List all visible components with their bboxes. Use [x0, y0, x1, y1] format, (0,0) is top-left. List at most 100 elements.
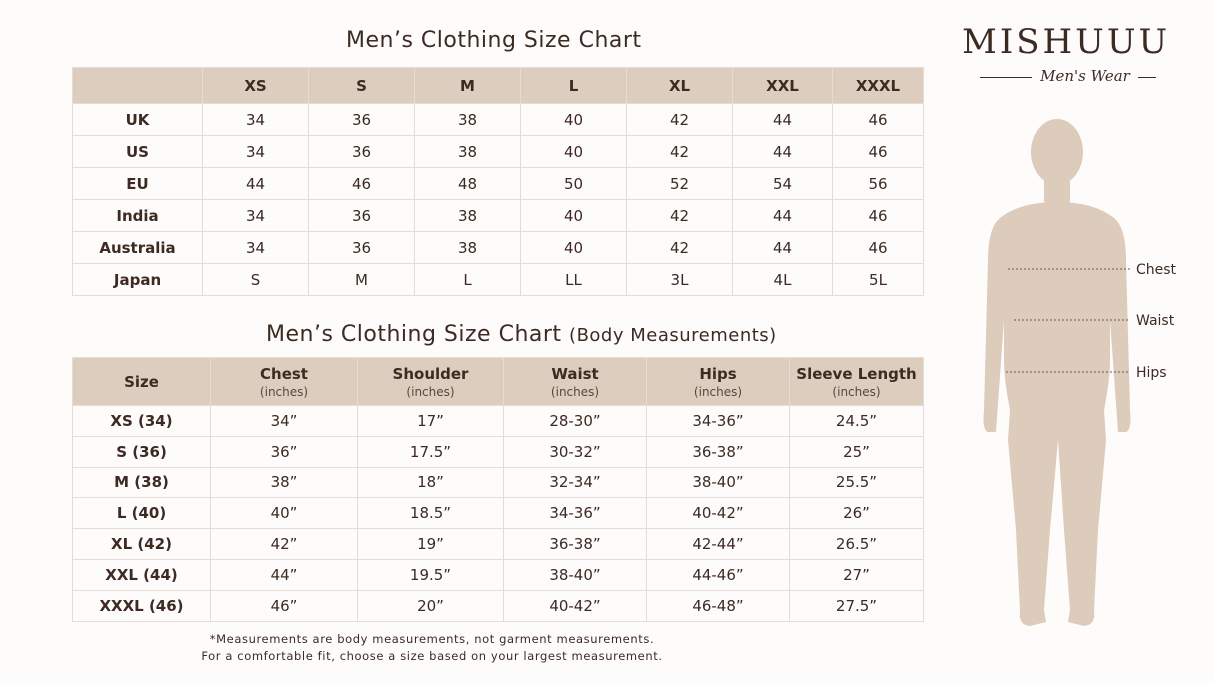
cell: 42” — [210, 528, 358, 560]
column-unit: (inches) — [259, 384, 309, 399]
header-row: XS S M L XL XXL XXXL — [72, 67, 924, 104]
figure-label: Waist — [1136, 313, 1175, 329]
cell: LL — [520, 263, 627, 296]
cell: 42 — [626, 103, 733, 136]
row-label: M (38) — [72, 466, 211, 499]
cell: 34” — [210, 405, 358, 437]
cell: 38” — [210, 466, 358, 499]
row: XXXL (46) 46” 20” 40-42” 46-48” 27.5” — [72, 589, 924, 622]
cell: 44” — [210, 558, 358, 591]
figure-label: Chest — [1136, 262, 1177, 278]
cell: 40 — [520, 103, 627, 136]
cell: 34 — [202, 231, 309, 264]
cell: 27.5” — [789, 589, 924, 622]
cell: 34 — [202, 199, 309, 232]
cell: 34-36” — [503, 497, 647, 530]
measurement-table: Size Chest (inches) Shoulder (inches) Waist (i… — [72, 357, 924, 622]
column-header: Hips (inches) — [646, 357, 790, 406]
cell: 19.5” — [357, 558, 504, 591]
column-unit: (inches) — [550, 384, 600, 399]
row-label: L (40) — [72, 497, 211, 530]
row: M (38) 38” 18” 32-34” 38-40” 25.5” — [72, 466, 924, 499]
cell: 30-32” — [503, 435, 647, 468]
cell: 5L — [832, 263, 924, 296]
row: XS (34) 34” 17” 28-30” 34-36” 24.5” — [72, 405, 924, 437]
column-unit: (inches) — [406, 384, 455, 399]
size-table-title: Men’s Clothing Size Chart — [346, 28, 642, 53]
cell: 40 — [520, 199, 627, 232]
column-header: XXXL — [832, 67, 924, 104]
cell: 42 — [626, 231, 733, 264]
header-row: Size Chest (inches) Shoulder (inches) Waist (i… — [72, 357, 924, 406]
cell: 40-42” — [646, 497, 790, 530]
column-label: Size — [124, 372, 159, 391]
cell: 17.5” — [357, 435, 504, 468]
column-unit: (inches) — [832, 384, 881, 399]
footnote: *Measurements are body measurements, not… — [209, 632, 655, 646]
row: US 34 36 38 40 42 44 46 — [72, 135, 924, 168]
cell: 25.5” — [789, 466, 924, 499]
cell: 25” — [789, 435, 924, 468]
column-label: Sleeve Length — [796, 364, 917, 383]
cell: 46-48” — [646, 589, 790, 622]
cell: 44-46” — [646, 558, 790, 591]
measurement-subtitle: (Body Measurements) — [569, 325, 777, 346]
column-header: XL — [626, 67, 733, 104]
row: L (40) 40” 18.5” 34-36” 40-42” 26” — [72, 497, 924, 530]
cell: 38-40” — [503, 558, 647, 591]
cell: 44 — [732, 231, 833, 264]
column-label: Shoulder — [392, 364, 469, 383]
column-header: XXL — [732, 67, 833, 104]
cell: 36-38” — [646, 435, 790, 468]
column-header: M — [414, 67, 521, 104]
measurement-table-title: Men’s Clothing Size Chart — [266, 322, 562, 347]
column-header: Chest (inches) — [210, 357, 358, 406]
cell: 54 — [732, 167, 833, 200]
cell: 18” — [357, 466, 504, 499]
column-unit: (inches) — [693, 384, 743, 399]
row-label: India — [72, 199, 203, 232]
cell: 4L — [732, 263, 833, 296]
tagline-text: Men's Wear — [1040, 67, 1130, 85]
cell: 19” — [357, 528, 504, 560]
cell: 36” — [210, 435, 358, 468]
row: S (36) 36” 17.5” 30-32” 36-38” 25” — [72, 435, 924, 468]
row: XXL (44) 44” 19.5” 38-40” 44-46” 27” — [72, 558, 924, 591]
column-label: Chest — [260, 364, 308, 383]
cell: 26.5” — [789, 528, 924, 560]
size-table: XS S M L XL XXL XXXL UK 34 36 38 40 42 44 46 US 34 36 38 40… — [72, 67, 924, 296]
cell: 44 — [202, 167, 309, 200]
row-label: XS (34) — [72, 405, 211, 437]
cell: 36-38” — [503, 528, 647, 560]
cell: 42 — [626, 135, 733, 168]
brand-name: MISHUUU — [962, 22, 1171, 62]
row: Japan S M L LL 3L 4L 5L — [72, 263, 924, 296]
row-label: US — [72, 135, 203, 168]
brand-tagline: Men's Wear — [962, 67, 1174, 85]
cell: 44 — [732, 135, 833, 168]
cell: 3L — [626, 263, 733, 296]
cell: 42 — [626, 199, 733, 232]
figure-label: Hips — [1136, 365, 1167, 381]
cell: 46” — [210, 589, 358, 622]
cell: 38 — [414, 231, 521, 264]
column-header: Shoulder (inches) — [357, 357, 504, 406]
row-label: UK — [72, 103, 203, 136]
corner — [72, 67, 203, 104]
cell: 44 — [732, 103, 833, 136]
cell: M — [308, 263, 415, 296]
row: UK 34 36 38 40 42 44 46 — [72, 103, 924, 136]
cell: 40 — [520, 231, 627, 264]
cell: 34 — [202, 135, 309, 168]
column-header: Size — [72, 357, 211, 406]
cell: 40 — [520, 135, 627, 168]
body-figure: Chest Waist Hips — [983, 119, 1177, 626]
measurement-title: Men’s Clothing Size Chart (Body Measurem… — [266, 322, 777, 347]
cell: 46 — [832, 135, 924, 168]
cell: 34-36” — [646, 405, 790, 437]
column-header: Sleeve Length (inches) — [789, 357, 924, 406]
row-label: XL (42) — [72, 528, 211, 560]
column-header: XS — [202, 67, 309, 104]
column-label: Waist — [551, 364, 599, 383]
